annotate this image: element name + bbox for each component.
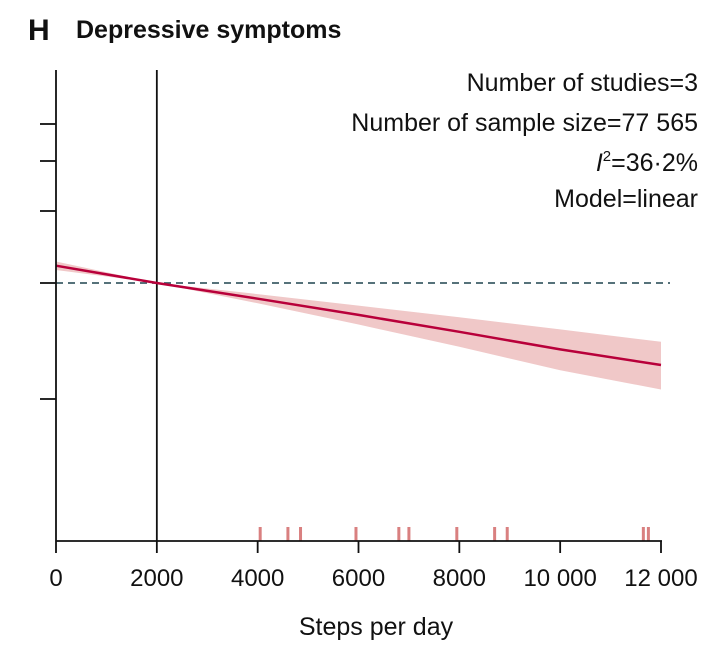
x-tick-label: 8000: [433, 565, 486, 592]
plot-area: 0 2000 4000 6000 8000 10 000 12 000: [40, 70, 698, 592]
stat-i-squared-superscript: 2: [603, 148, 611, 165]
stat-i-squared-value: =36·2%: [611, 149, 698, 177]
estimate-line: [55, 264, 662, 367]
x-tick-label: 4000: [231, 565, 284, 592]
rug-mark: [641, 527, 645, 541]
rug-mark: [646, 527, 650, 541]
rug-mark: [397, 527, 401, 541]
x-tick-label: 2000: [130, 565, 183, 592]
rug-mark: [286, 527, 290, 541]
rug-mark: [299, 527, 303, 541]
stat-model: Model=linear: [554, 185, 698, 213]
rug-mark: [505, 527, 509, 541]
stat-i-squared: I2=36·2%: [596, 148, 698, 177]
confidence-band: [56, 261, 661, 390]
x-tick-label: 12 000: [624, 565, 697, 592]
stat-sample-size: Number of sample size=77 565: [351, 109, 698, 137]
rug-mark: [407, 527, 411, 541]
stat-i-squared-letter: I: [596, 149, 603, 177]
panel-letter: H: [28, 14, 50, 47]
chart-title: Depressive symptoms: [76, 16, 341, 44]
rug-mark: [455, 527, 459, 541]
rug-mark: [354, 527, 358, 541]
rug-mark: [258, 527, 262, 541]
x-axis-label: Steps per day: [299, 613, 454, 641]
x-tick-label: 10 000: [523, 565, 596, 592]
rug-mark: [493, 527, 497, 541]
stat-studies: Number of studies=3: [467, 69, 698, 97]
x-tick-label: 0: [49, 565, 62, 592]
x-tick-label: 6000: [332, 565, 385, 592]
